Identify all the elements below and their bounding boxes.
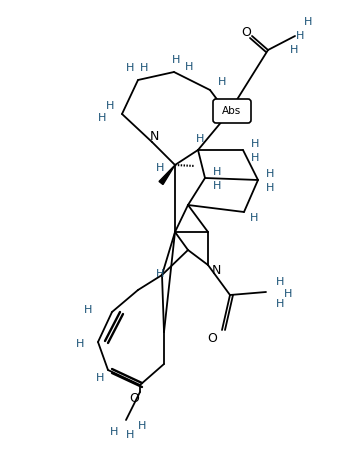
Text: H: H xyxy=(185,62,193,72)
Polygon shape xyxy=(159,165,175,184)
Text: H: H xyxy=(266,183,274,193)
FancyBboxPatch shape xyxy=(213,99,251,123)
Text: H: H xyxy=(96,373,104,383)
Text: H: H xyxy=(213,167,221,177)
Text: H: H xyxy=(140,63,148,73)
Text: O: O xyxy=(129,391,139,405)
Text: H: H xyxy=(304,17,312,27)
Text: H: H xyxy=(106,101,114,111)
Text: H: H xyxy=(266,169,274,179)
Text: H: H xyxy=(196,134,204,144)
Text: H: H xyxy=(110,427,118,437)
Text: H: H xyxy=(284,289,292,299)
Text: H: H xyxy=(276,277,284,287)
Text: H: H xyxy=(84,305,92,315)
Text: H: H xyxy=(218,77,226,87)
Text: H: H xyxy=(276,299,284,309)
Text: H: H xyxy=(251,139,259,149)
Text: Abs: Abs xyxy=(222,106,242,116)
Text: H: H xyxy=(98,113,106,123)
Text: H: H xyxy=(251,153,259,163)
Text: H: H xyxy=(296,31,304,41)
Text: H: H xyxy=(76,339,84,349)
Text: H: H xyxy=(213,181,221,191)
Text: N: N xyxy=(211,265,221,277)
Text: H: H xyxy=(126,63,134,73)
Polygon shape xyxy=(223,109,228,114)
Text: O: O xyxy=(241,27,251,39)
Text: H: H xyxy=(138,421,146,431)
Text: H: H xyxy=(290,45,298,55)
Text: N: N xyxy=(149,130,159,142)
Text: H: H xyxy=(172,55,180,65)
Text: H: H xyxy=(250,213,258,223)
Text: H: H xyxy=(156,269,164,279)
Text: H: H xyxy=(126,430,134,440)
Text: H: H xyxy=(156,163,164,173)
Text: O: O xyxy=(207,332,217,344)
